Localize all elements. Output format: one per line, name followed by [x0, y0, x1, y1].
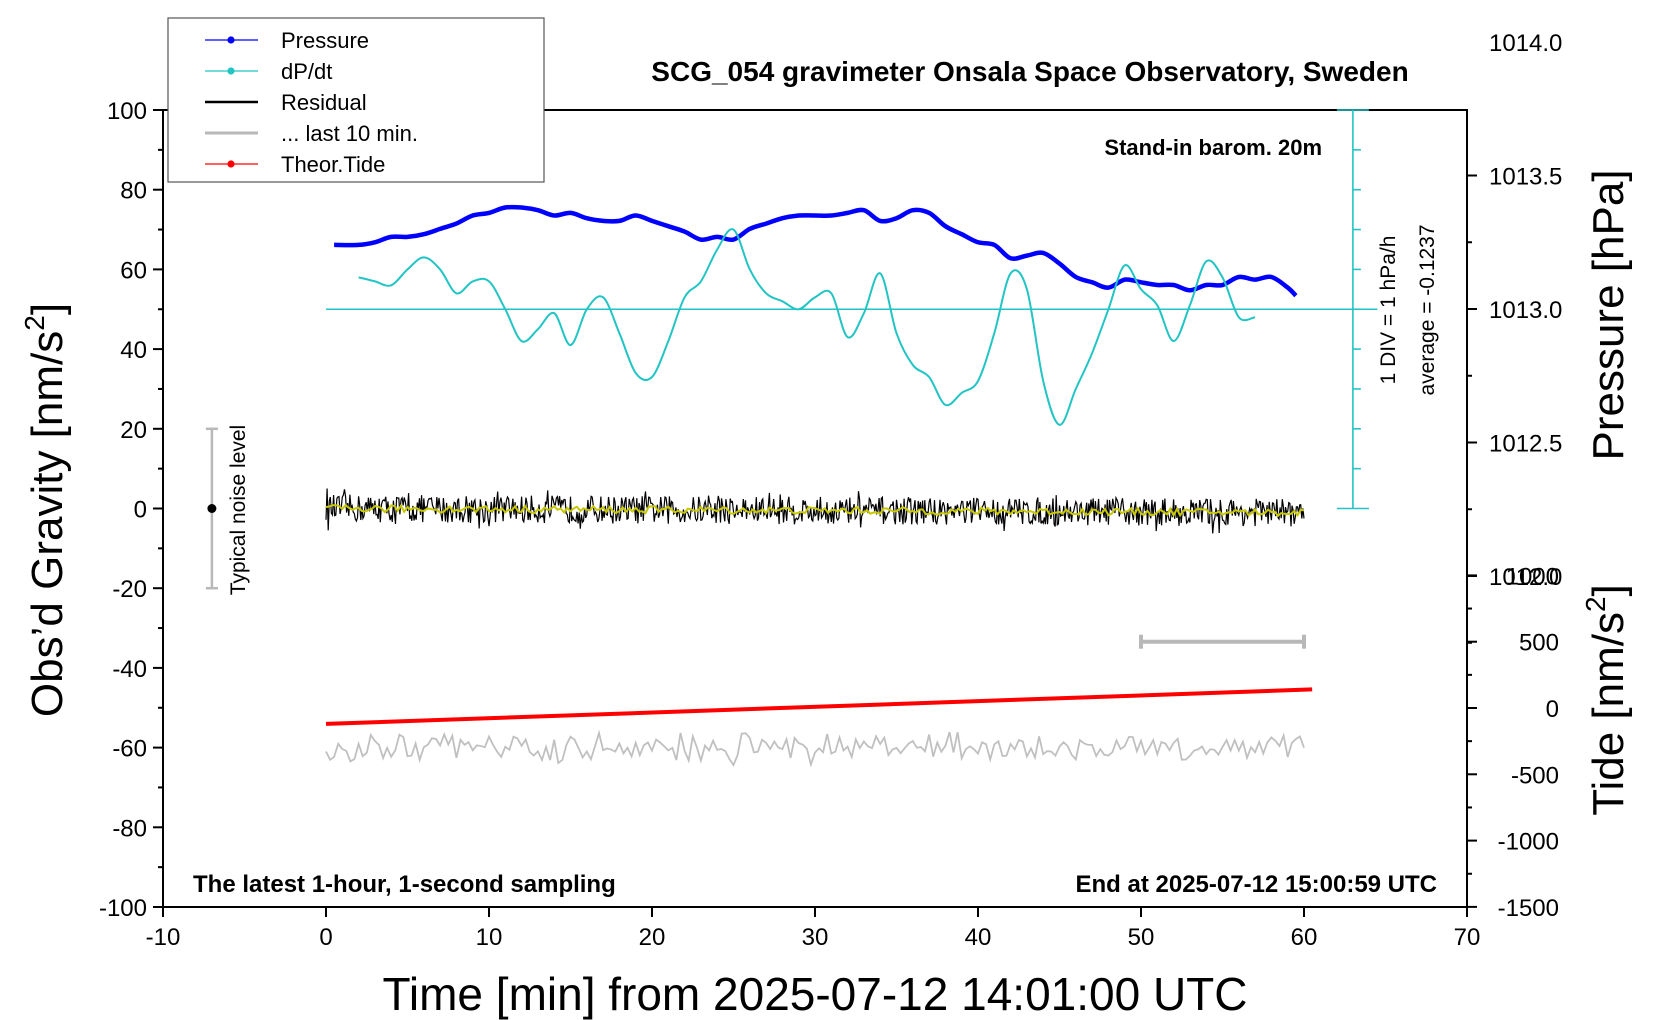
x-tick-label: 10 [476, 924, 503, 951]
y-axis-label-gravity-end: ] [23, 303, 72, 315]
legend-box [167, 17, 545, 183]
div-annotation: 1 DIV = 1 hPa/h [1377, 236, 1400, 385]
legend-label: Residual [281, 90, 367, 115]
y-tick-label: 80 [120, 178, 147, 205]
x-tick-label: 50 [1128, 924, 1155, 951]
series-noise-line [325, 729, 1305, 768]
y-tick-label: 100 [107, 98, 147, 125]
tide-tick-label: -1000 [1498, 829, 1559, 856]
y-tick-label: -40 [112, 656, 147, 683]
series-smoothed-residual-line [325, 503, 1305, 518]
x-axis-label: Time [min] from 2025-07-12 14:01:00 UTC [383, 968, 1248, 1020]
y-tick-label: -80 [112, 815, 147, 842]
legend-label: dP/dt [281, 59, 332, 84]
pressure-tick-label: 1013.0 [1489, 297, 1562, 324]
tide-tick-label: -500 [1511, 762, 1559, 789]
y-axis-label-gravity-sup: 2 [19, 315, 50, 331]
y-tick-label: 0 [134, 497, 147, 524]
y-axis-label-tide-end: ] [1584, 584, 1633, 596]
y-axis-label-pressure: Pressure [hPa] [1584, 169, 1633, 460]
y-tick-label: 40 [120, 337, 147, 364]
pressure-tick-label: 1013.5 [1489, 164, 1562, 191]
tide-tick-label: 1000 [1506, 563, 1559, 590]
legend-swatch-marker [227, 36, 235, 44]
pressure-tick-label: 1012.0 [1489, 564, 1562, 591]
noise-annotation: Typical noise level [227, 425, 250, 595]
y-axis-label-tide: Tide [nm/s2] [1580, 584, 1633, 816]
legend-label: Pressure [281, 28, 369, 53]
axis-ticks: -10 0 10 20 30 40 50 60 70-100-80-60-40-20020406… [99, 30, 1562, 951]
x-tick-label: 70 [1454, 924, 1481, 951]
x-tick-label: 0 [319, 924, 332, 951]
y-axis-label-tide-sup: 2 [1580, 596, 1611, 612]
chart-title: SCG_054 gravimeter Onsala Space Observat… [651, 56, 1408, 87]
pressure-tick-label: 1014.0 [1489, 30, 1562, 57]
x-tick-label: 60 [1291, 924, 1318, 951]
y-axis-label-gravity-main: Obs’d Gravity [nm/s [23, 331, 72, 717]
series-tide-line [325, 687, 1313, 726]
y-axis-label-tide-main: Tide [nm/s [1584, 612, 1633, 816]
y-tick-label: -20 [112, 576, 147, 603]
y-tick-label: 60 [120, 257, 147, 284]
average-annotation: average = -0.1237 [1416, 224, 1439, 395]
x-tick-label: -10 [146, 924, 181, 951]
y-tick-label: 20 [120, 417, 147, 444]
series-residual-line [325, 488, 1305, 534]
legend-swatch-marker [227, 160, 235, 168]
y-axis-label-gravity: Obs’d Gravity [nm/s2] [19, 303, 72, 717]
tide-tick-label: 500 [1519, 630, 1559, 657]
series-dpdt-line [358, 228, 1256, 426]
series-layer [205, 109, 1378, 768]
end-at-annotation: End at 2025-07-12 15:00:59 UTC [1076, 871, 1438, 898]
tide-tick-label: -1500 [1498, 895, 1559, 922]
y-tick-label: -100 [99, 895, 147, 922]
stand-in-annotation: Stand-in barom. 20m [1104, 135, 1322, 160]
x-tick-label: 30 [802, 924, 829, 951]
y-tick-label: -60 [112, 736, 147, 763]
x-tick-label: 40 [965, 924, 992, 951]
tide-tick-label: 0 [1546, 696, 1559, 723]
legend-label: ... last 10 min. [281, 121, 418, 146]
legend-label: Theor.Tide [281, 152, 385, 177]
pressure-tick-label: 1012.5 [1489, 431, 1562, 458]
noise-bar-center-point [207, 504, 217, 513]
x-tick-label: 20 [639, 924, 666, 951]
latest-annotation: The latest 1-hour, 1-second sampling [193, 871, 616, 898]
legend-swatch-marker [227, 67, 235, 75]
series-pressure-line [334, 204, 1298, 298]
legend: Pressure dP/dt Residual ... last 10 min. The… [167, 17, 545, 183]
